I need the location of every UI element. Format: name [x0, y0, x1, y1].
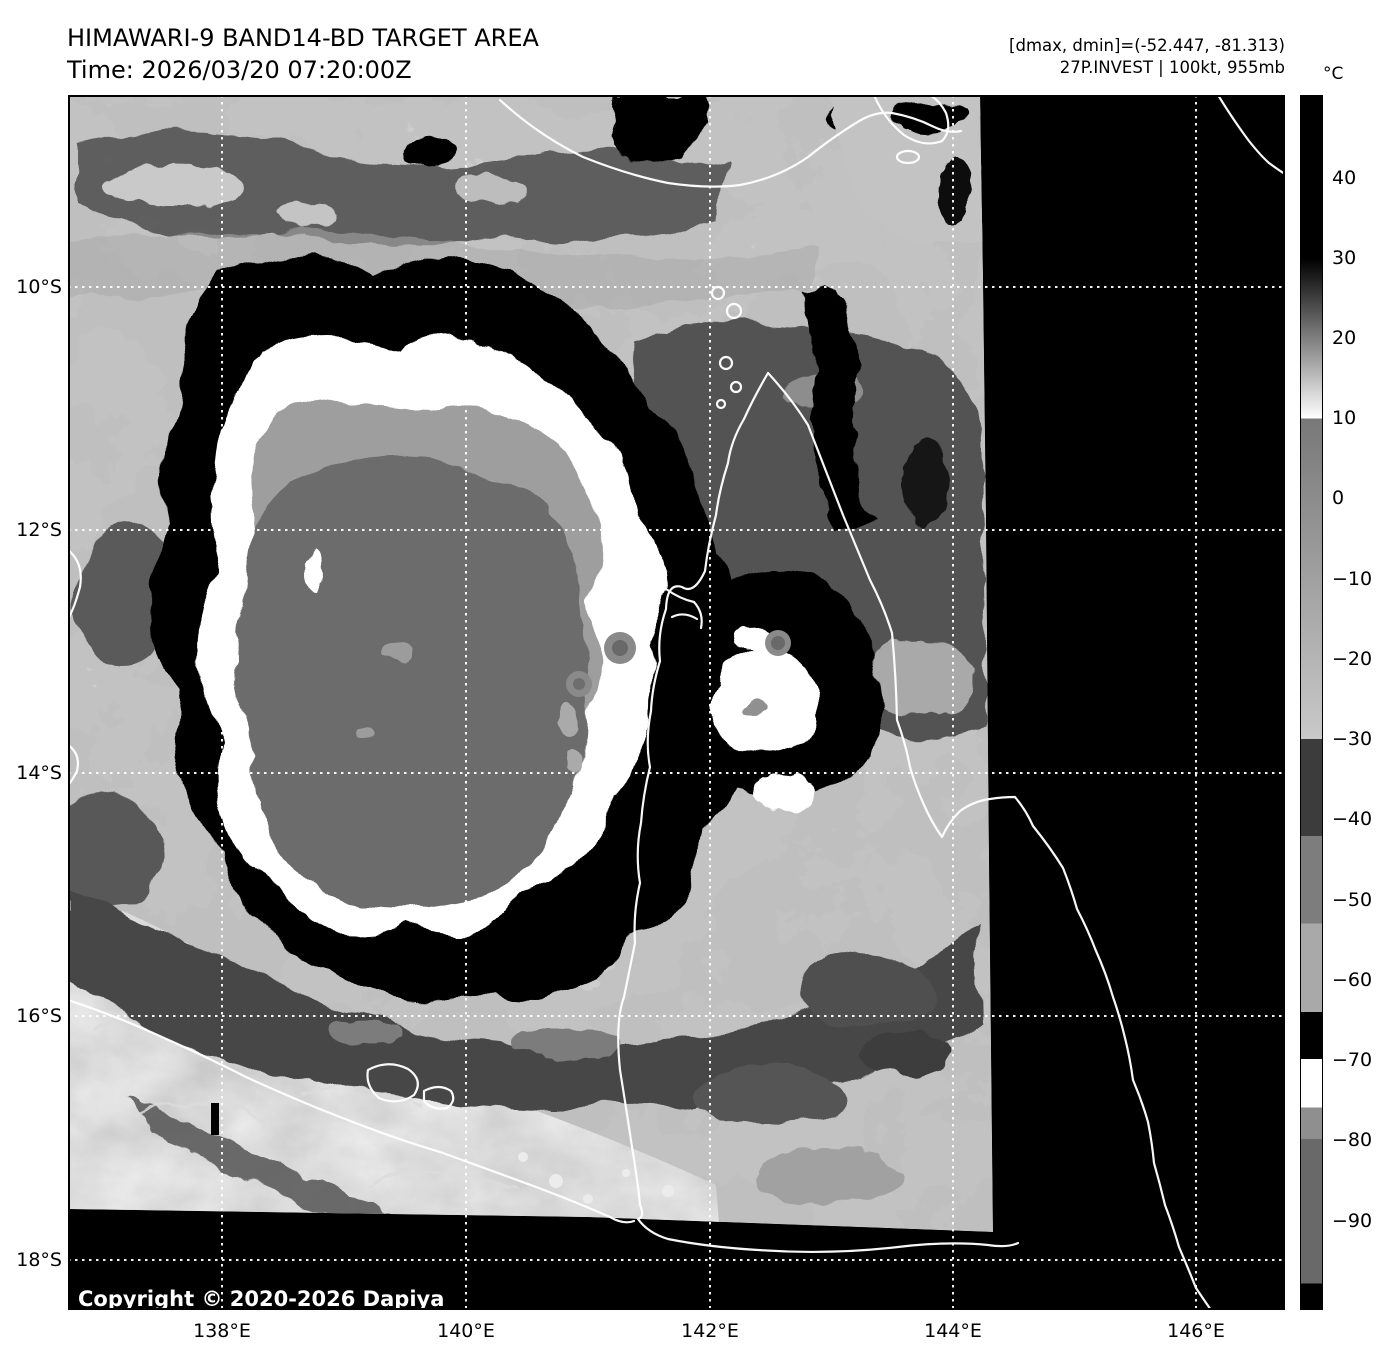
- colorbar-tick: −60: [1332, 969, 1373, 991]
- x-axis-tick: 142°E: [681, 1320, 739, 1342]
- storm-warm-core: [233, 458, 586, 907]
- y-axis-tick: 18°S: [16, 1249, 62, 1271]
- satellite-data-region: [68, 95, 993, 1232]
- storm-info-annotation: 27P.INVEST | 100kt, 955mb: [1059, 58, 1285, 77]
- timestamp: Time: 2026/03/20 07:20:00Z: [67, 56, 412, 84]
- y-axis-tick: 14°S: [16, 762, 62, 784]
- colorbar-tick: −10: [1332, 568, 1373, 590]
- colorbar-unit-label: °C: [1323, 64, 1344, 84]
- y-axis-tick: 10°S: [16, 276, 62, 298]
- satellite-map: Copyright © 2020-2026 Dapiya: [68, 95, 1285, 1310]
- warm-spot-features: [566, 632, 636, 697]
- page-title: HIMAWARI-9 BAND14-BD TARGET AREA: [67, 24, 539, 52]
- colorbar-tick: −40: [1332, 808, 1373, 830]
- copyright: Copyright © 2020-2026 Dapiya: [78, 1287, 444, 1310]
- x-axis-tick: 144°E: [924, 1320, 982, 1342]
- colorbar-tick: 20: [1332, 327, 1357, 349]
- plot-border: [68, 95, 1285, 1310]
- dmax-dmin-annotation: [dmax, dmin]=(-52.447, -81.313): [1009, 36, 1285, 55]
- x-axis-tick: 146°E: [1167, 1320, 1225, 1342]
- colorbar-tick: −50: [1332, 889, 1373, 911]
- colorbar-tick: 0: [1332, 487, 1345, 509]
- y-axis-tick: 16°S: [16, 1005, 62, 1027]
- colorbar-tick: 40: [1332, 167, 1357, 189]
- coastline: [68, 95, 1285, 1310]
- y-axis-tick: 12°S: [16, 519, 62, 541]
- colorbar-tick: −90: [1332, 1210, 1373, 1232]
- colorbar-tick: −20: [1332, 648, 1373, 670]
- colorbar-tick: −80: [1332, 1129, 1373, 1151]
- colorbar-tick: 30: [1332, 247, 1357, 269]
- x-axis-tick: 140°E: [437, 1320, 495, 1342]
- colorbar: [1300, 95, 1323, 1310]
- x-axis-tick: 138°E: [193, 1320, 251, 1342]
- colorbar-tick: −30: [1332, 728, 1373, 750]
- colorbar-tick: 10: [1332, 407, 1357, 429]
- colorbar-tick: −70: [1332, 1049, 1373, 1071]
